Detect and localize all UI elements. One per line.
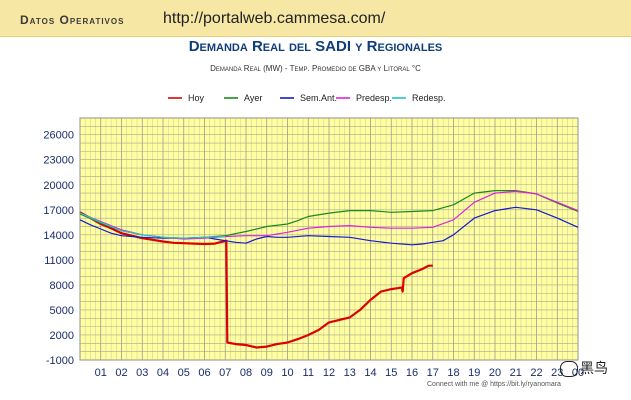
y-tick-label: 2000 bbox=[50, 330, 74, 342]
legend-label: Hoy bbox=[188, 93, 205, 103]
y-tick-label: 11000 bbox=[44, 255, 74, 267]
x-tick-label: 10 bbox=[281, 367, 293, 379]
x-tick-label: 06 bbox=[198, 367, 210, 379]
y-tick-label: -1000 bbox=[46, 355, 74, 367]
y-tick-label: 5000 bbox=[50, 305, 74, 317]
series-line-semant bbox=[79, 206, 579, 246]
x-tick-label: 04 bbox=[157, 367, 169, 379]
x-tick-label: 18 bbox=[447, 367, 459, 379]
watermark-text: 黑鸟 bbox=[580, 361, 608, 377]
x-tick-label: 01 bbox=[95, 367, 107, 379]
x-tick-label: 13 bbox=[344, 367, 356, 379]
series-line-redesp bbox=[79, 212, 226, 239]
x-tick-label: 12 bbox=[323, 367, 335, 379]
x-tick-label: 02 bbox=[115, 367, 127, 379]
y-tick-label: 17000 bbox=[43, 205, 74, 217]
x-tick-label: 15 bbox=[385, 367, 397, 379]
x-tick-label: 20 bbox=[489, 367, 501, 379]
x-tick-label: 19 bbox=[468, 367, 480, 379]
y-tick-label: 14000 bbox=[43, 230, 74, 242]
legend-label: Redesp. bbox=[412, 93, 446, 103]
credit-text: Connect with me @ https://bit.ly/ryanoma… bbox=[427, 381, 561, 388]
x-tick-label: 17 bbox=[427, 367, 439, 379]
x-tick-label: 14 bbox=[364, 367, 376, 379]
chart-title: Demanda Real del SADI y Regionales bbox=[188, 38, 443, 55]
x-tick-label: 16 bbox=[406, 367, 418, 379]
series-line-hoy bbox=[79, 211, 433, 349]
legend-label: Sem.Ant. bbox=[300, 93, 337, 103]
x-tick-label: 05 bbox=[178, 367, 190, 379]
x-tick-label: 03 bbox=[136, 367, 148, 379]
y-tick-label: 8000 bbox=[50, 280, 74, 292]
watermark: 黑鸟 bbox=[560, 358, 608, 378]
x-tick-label: 09 bbox=[261, 367, 273, 379]
watermark-bird-icon bbox=[560, 361, 578, 377]
legend-label: Predesp. bbox=[356, 93, 392, 103]
y-tick-label: 20000 bbox=[43, 180, 74, 192]
x-tick-label: 07 bbox=[219, 367, 231, 379]
y-tick-label: 23000 bbox=[43, 155, 74, 167]
x-tick-label: 21 bbox=[510, 367, 522, 379]
x-tick-label: 11 bbox=[303, 367, 314, 379]
legend-label: Ayer bbox=[244, 93, 262, 103]
y-tick-label: 26000 bbox=[43, 130, 74, 142]
header-bar: Datos Operativos http://portalweb.cammes… bbox=[0, 0, 631, 37]
section-label: Datos Operativos bbox=[20, 13, 125, 27]
source-url[interactable]: http://portalweb.cammesa.com/ bbox=[163, 10, 386, 27]
x-tick-label: 08 bbox=[240, 367, 252, 379]
chart-subtitle: Demanda Real (MW) - Temp. Promedio de GB… bbox=[210, 64, 421, 73]
x-tick-label: 22 bbox=[530, 367, 542, 379]
